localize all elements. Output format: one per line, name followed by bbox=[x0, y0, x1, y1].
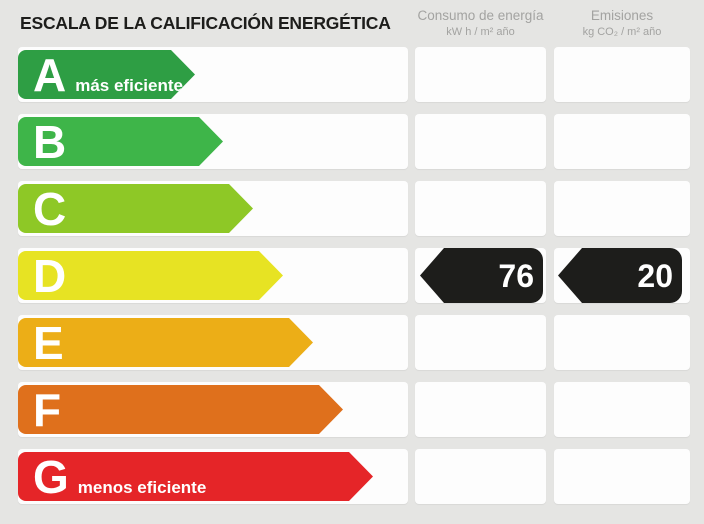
rating-letter: C bbox=[33, 182, 67, 235]
consumo-cell bbox=[415, 47, 546, 102]
rating-row-g: G menos eficiente bbox=[0, 449, 704, 504]
consumo-cell: 76 bbox=[415, 248, 546, 303]
emisiones-value-badge: 20 bbox=[558, 248, 682, 303]
rating-row-a: A más eficiente bbox=[0, 47, 704, 102]
rating-band-content: C bbox=[33, 186, 75, 232]
emisiones-cell bbox=[554, 114, 690, 169]
consumo-cell bbox=[415, 382, 546, 437]
rating-band-label: menos eficiente bbox=[77, 477, 207, 497]
consumo-cell bbox=[415, 315, 546, 370]
emisiones-cell bbox=[554, 382, 690, 437]
emisiones-cell bbox=[554, 181, 690, 236]
rating-letter: D bbox=[33, 249, 67, 302]
consumo-column-label: Consumo de energía bbox=[417, 8, 544, 23]
rating-letter: F bbox=[33, 383, 62, 436]
column-header-consumo: Consumo de energía kW h / m² año bbox=[415, 8, 546, 40]
rating-band-content: D bbox=[33, 253, 75, 299]
rating-row-f: F bbox=[0, 382, 704, 437]
emisiones-column-label: Emisiones bbox=[590, 8, 654, 23]
rating-letter: E bbox=[33, 316, 64, 369]
rating-band-a: A más eficiente bbox=[18, 50, 195, 99]
rating-band-c: C bbox=[18, 184, 253, 233]
rating-band-content: F bbox=[33, 387, 70, 433]
consumo-cell bbox=[415, 114, 546, 169]
emisiones-cell bbox=[554, 47, 690, 102]
rating-band-label: más eficiente bbox=[75, 75, 183, 95]
rating-band-b: B bbox=[18, 117, 223, 166]
rating-band-content: G menos eficiente bbox=[33, 454, 206, 500]
rating-row-b: B bbox=[0, 114, 704, 169]
rating-row-d: 76 20 D bbox=[0, 248, 704, 303]
consumo-cell bbox=[415, 181, 546, 236]
rating-band-content: B bbox=[33, 119, 75, 165]
rating-band-f: F bbox=[18, 385, 343, 434]
emisiones-cell bbox=[554, 449, 690, 504]
emisiones-value: 20 bbox=[637, 257, 673, 294]
rating-band-e: E bbox=[18, 318, 313, 367]
rating-rows: A más eficiente B C bbox=[0, 47, 704, 516]
rating-band-g: G menos eficiente bbox=[18, 452, 373, 501]
column-header-emisiones: Emisiones kg CO₂ / m² año bbox=[554, 8, 690, 40]
rating-band-content: E bbox=[33, 320, 73, 366]
rating-row-e: E bbox=[0, 315, 704, 370]
emisiones-cell bbox=[554, 315, 690, 370]
rating-row-c: C bbox=[0, 181, 704, 236]
rating-letter: B bbox=[33, 115, 67, 168]
consumo-cell bbox=[415, 449, 546, 504]
emisiones-cell: 20 bbox=[554, 248, 690, 303]
page-title: ESCALA DE LA CALIFICACIÓN ENERGÉTICA bbox=[20, 13, 391, 33]
rating-letter: G bbox=[33, 450, 69, 503]
rating-band-d: D bbox=[18, 251, 283, 300]
rating-band-content: A más eficiente bbox=[33, 52, 183, 98]
consumo-value: 76 bbox=[498, 257, 534, 294]
consumo-value-badge: 76 bbox=[420, 248, 543, 303]
rating-letter: A bbox=[33, 48, 67, 101]
emisiones-column-unit: kg CO₂ / m² año bbox=[582, 25, 662, 38]
consumo-column-unit: kW h / m² año bbox=[446, 25, 515, 38]
